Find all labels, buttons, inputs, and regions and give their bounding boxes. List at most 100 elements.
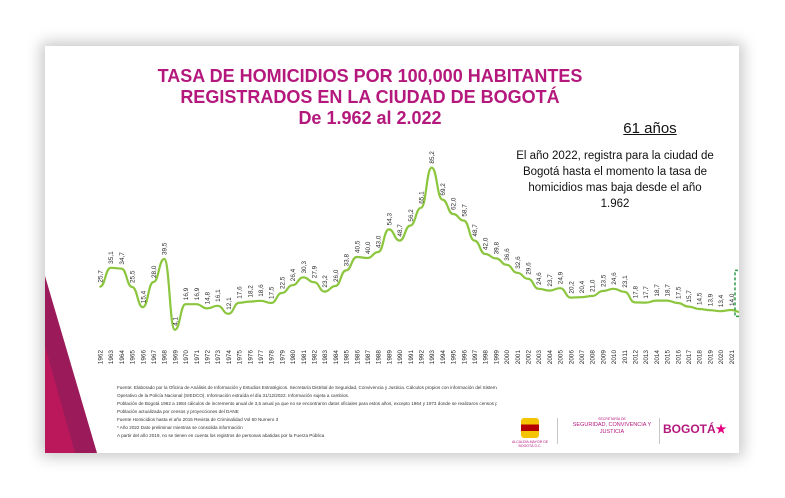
source-line: Operativo de la Policía Nacional (SIEDCO…	[117, 393, 350, 398]
data-point	[206, 307, 208, 310]
data-label: 23,5	[600, 274, 607, 287]
data-point	[537, 287, 540, 290]
x-tick-label: 2007	[579, 350, 586, 365]
data-point	[548, 289, 551, 292]
x-tick-label: 1990	[397, 350, 404, 365]
data-point	[355, 256, 358, 258]
data-point	[270, 302, 273, 304]
x-tick-label: 2001	[515, 350, 522, 365]
x-tick-label: 1979	[279, 350, 286, 365]
x-tick-label: 2008	[590, 350, 597, 365]
data-point	[345, 269, 347, 272]
data-point	[462, 219, 465, 222]
chart-title-line1: TASA DE HOMICIDIOS POR 100,000 HABITANTE…	[157, 66, 583, 86]
data-label: 17,5	[675, 286, 682, 299]
star-icon: ★	[715, 422, 727, 436]
data-label: 18,6	[258, 284, 265, 297]
data-label: 16,1	[215, 289, 222, 302]
x-tick-label: 1987	[365, 350, 372, 365]
data-label: 18,7	[654, 284, 661, 297]
data-label: 21,0	[590, 279, 597, 292]
x-tick-label: 1994	[440, 350, 447, 365]
x-tick-label: 2004	[547, 350, 554, 365]
decorative-corner-triangle-light	[45, 346, 75, 453]
x-tick-label: 1962	[98, 350, 105, 365]
x-tick-label: 2015	[665, 350, 672, 365]
data-point	[441, 198, 444, 201]
data-point	[580, 296, 583, 299]
x-tick-label: 2012	[633, 350, 640, 365]
data-point	[302, 276, 305, 279]
data-point	[676, 302, 679, 304]
data-point	[195, 303, 198, 306]
data-point	[409, 224, 412, 227]
data-label: 85,2	[429, 151, 436, 164]
x-tick-label: 2017	[686, 350, 693, 365]
homicide-rate-chart: 25,7 1962 35,1 1963 34,7 1964 25,5 1965 15,4 1966…	[45, 151, 739, 453]
x-tick-label: 1982	[312, 350, 319, 365]
x-tick-label: 2021	[729, 350, 736, 365]
data-label: 43,0	[376, 235, 383, 248]
x-tick-label: 2002	[526, 350, 533, 365]
data-label: 23,7	[547, 274, 554, 287]
x-tick-label: 1991	[408, 350, 415, 365]
x-tick-label: 1975	[237, 350, 244, 365]
data-label: 17,8	[633, 286, 640, 299]
x-tick-label: 1992	[419, 350, 426, 365]
data-point	[730, 309, 733, 311]
data-point	[473, 239, 476, 242]
data-label: 17,7	[643, 286, 650, 299]
x-tick-label: 1984	[333, 350, 340, 365]
data-label: 4,1	[172, 316, 179, 325]
x-tick-label: 1998	[483, 350, 490, 365]
logo-divider	[659, 418, 660, 444]
source-line: Fuente Homicidios hasta el año 2015 Revi…	[117, 417, 279, 422]
source-line: A partir del año 2019, no se tienen en c…	[117, 433, 325, 438]
data-label: 65,1	[419, 191, 426, 204]
data-label: 16,9	[194, 287, 201, 300]
data-label: 62,0	[451, 197, 458, 210]
data-point	[398, 239, 401, 242]
data-point	[495, 257, 497, 260]
data-point	[227, 312, 230, 315]
data-label: 24,6	[611, 272, 618, 285]
data-label: 12,1	[226, 297, 233, 310]
data-label: 32,6	[515, 256, 522, 269]
x-tick-label: 1999	[493, 350, 500, 365]
data-label: 26,4	[290, 268, 297, 281]
data-point	[99, 285, 101, 288]
x-tick-label: 1972	[205, 350, 212, 365]
data-label: 33,8	[344, 254, 351, 267]
data-label: 23,1	[622, 275, 629, 288]
data-label: 39,5	[162, 242, 169, 255]
data-point	[120, 267, 123, 270]
bogota-logo: BOGOTÁ★	[663, 422, 726, 436]
x-tick-label: 1983	[322, 350, 329, 365]
data-label: 18,2	[247, 285, 254, 298]
data-label: 14,0	[729, 293, 736, 306]
x-tick-label: 1989	[386, 350, 393, 365]
x-tick-label: 1997	[472, 350, 479, 365]
source-line: Fuente: Elaborado por la Oficina de Anál…	[117, 385, 497, 390]
bogota-logo-text: BOGOTÁ	[663, 422, 716, 436]
secretaria-logo-top: SECRETARÍA DE	[598, 417, 626, 421]
x-tick-label: 1973	[215, 350, 222, 365]
data-point	[719, 310, 722, 313]
data-label: 15,4	[140, 290, 147, 303]
x-tick-label: 2019	[707, 350, 714, 365]
data-label: 15,7	[686, 290, 693, 303]
source-line: Población actualizada por censos y proye…	[117, 409, 239, 414]
data-label: 14,5	[697, 292, 704, 305]
data-label: 40,5	[354, 240, 361, 253]
x-tick-label: 1969	[172, 350, 179, 365]
data-point	[152, 281, 155, 283]
highlight-box	[734, 269, 739, 318]
data-point	[163, 258, 166, 260]
chart-marks: 25,7 1962 35,1 1963 34,7 1964 25,5 1965 15,4 1966…	[98, 151, 739, 365]
data-point	[291, 284, 294, 287]
x-tick-label: 2000	[504, 350, 511, 365]
data-point	[131, 286, 133, 288]
data-label: 16,9	[183, 287, 190, 300]
x-tick-label: 1968	[162, 350, 169, 365]
data-label: 14,8	[205, 292, 212, 305]
